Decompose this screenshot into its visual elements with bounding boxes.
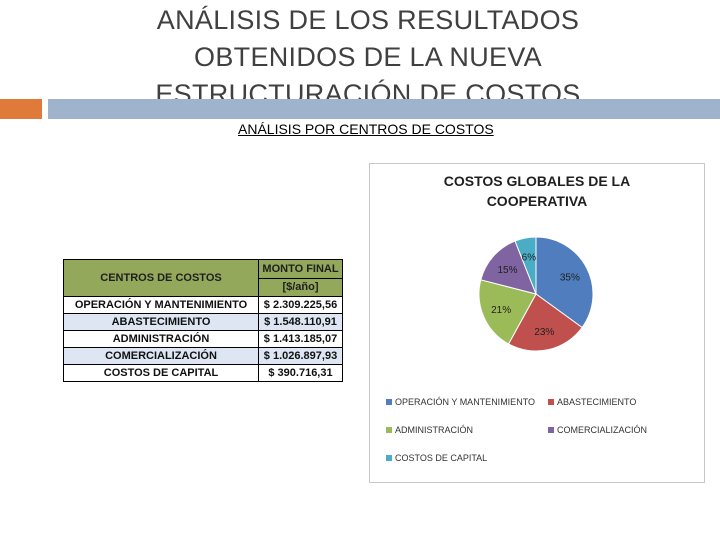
pie-data-label-1: 23% (534, 327, 554, 338)
legend-item-0: OPERACIÓN Y MANTENIMIENTO (386, 397, 535, 407)
legend-swatch (548, 427, 554, 433)
table-row: ABASTECIMIENTO $ 1.548.110,91 (63, 313, 343, 331)
pie-slice-3 (480, 240, 537, 295)
pie-slice-1 (507, 293, 583, 352)
pie-chart: 35% 23% 21% 15% 6% (478, 236, 594, 352)
legend-item-2: ADMINISTRACIÓN (386, 425, 473, 435)
pie-data-label-4: 6% (522, 253, 537, 264)
legend-item-1: ABASTECIMIENTO (548, 397, 636, 407)
chart-title-line-2: COOPERATIVA (486, 193, 588, 209)
table-cell-center: ADMINISTRACIÓN (63, 330, 259, 348)
legend-item-3: COMERCIALIZACIÓN (548, 425, 647, 435)
table-row: COMERCIALIZACIÓN $ 1.026.897,93 (63, 347, 343, 365)
legend-swatch (386, 399, 392, 405)
legend-label: COMERCIALIZACIÓN (557, 425, 648, 435)
pie-chart-panel: COSTOS GLOBALES DE LA COOPERATIVA 35% 23%… (369, 163, 705, 483)
table-cell-center: COMERCIALIZACIÓN (63, 347, 259, 365)
title-line-1: ANÁLISIS DE LOS RESULTADOS (156, 5, 580, 35)
table-header-amount: MONTO FINAL (258, 259, 343, 279)
pie-data-label-3: 15% (497, 265, 517, 276)
pie-data-label-0: 35% (560, 273, 580, 284)
pie-slice-4 (514, 236, 537, 295)
table-cell-center: ABASTECIMIENTO (63, 313, 259, 331)
table-header-unit: [$/año] (258, 277, 343, 297)
chart-title-line-1: COSTOS GLOBALES DE LA (443, 173, 631, 189)
table-cell-amount: $ 2.309.225,56 (258, 296, 343, 314)
legend-label: OPERACIÓN Y MANTENIMIENTO (395, 397, 536, 407)
accent-bar-orange (0, 99, 42, 119)
cost-centers-table: CENTROS DE COSTOS MONTO FINAL [$/año] OP… (63, 259, 343, 382)
title-line-2: OBTENIDOS DE LA NUEVA (194, 42, 542, 72)
table-row: COSTOS DE CAPITAL $ 390.716,31 (63, 364, 343, 382)
legend-label: ADMINISTRACIÓN (395, 425, 474, 435)
table-cell-amount: $ 1.413.185,07 (258, 330, 343, 348)
table-row: ADMINISTRACIÓN $ 1.413.185,07 (63, 330, 343, 348)
table-cell-center: OPERACIÓN Y MANTENIMIENTO (63, 296, 259, 314)
table-cell-center: COSTOS DE CAPITAL (63, 364, 259, 382)
table-cell-amount: $ 1.548.110,91 (258, 313, 343, 331)
legend-swatch (548, 399, 554, 405)
legend-swatch (386, 455, 392, 461)
table-cell-amount: $ 390.716,31 (258, 364, 343, 382)
pie-slice-0 (535, 236, 594, 329)
pie-slice-2 (478, 279, 537, 345)
table-header-centers: CENTROS DE COSTOS (63, 259, 259, 297)
table-cell-amount: $ 1.026.897,93 (258, 347, 343, 365)
table-row: OPERACIÓN Y MANTENIMIENTO $ 2.309.225,56 (63, 296, 343, 314)
legend-swatch (386, 427, 392, 433)
legend-label: ABASTECIMIENTO (557, 397, 637, 407)
legend-item-4: COSTOS DE CAPITAL (386, 453, 487, 463)
legend-label: COSTOS DE CAPITAL (395, 453, 488, 463)
section-subtitle: ANÁLISIS POR CENTROS DE COSTOS (238, 121, 494, 137)
pie-data-label-2: 21% (491, 305, 511, 316)
accent-bar-blue (48, 99, 720, 119)
